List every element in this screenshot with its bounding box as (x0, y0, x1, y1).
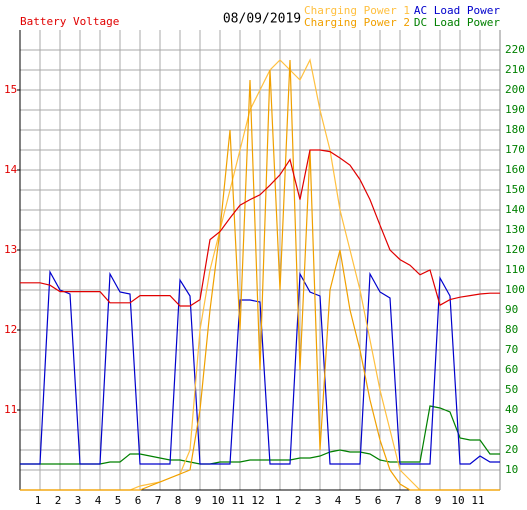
x-tick-label: 6 (135, 494, 142, 507)
y2-tick-label: 100 (505, 283, 525, 296)
y2-tick-label: 50 (505, 383, 518, 396)
x-tick-label: 6 (375, 494, 382, 507)
y2-tick-label: 160 (505, 163, 525, 176)
y2-tick-label: 200 (505, 83, 525, 96)
x-tick-label: 3 (75, 494, 82, 507)
data-line (20, 149, 500, 307)
y2-tick-label: 70 (505, 343, 518, 356)
x-tick-label: 4 (335, 494, 342, 507)
legend-entry: Charging Power 2 (304, 16, 410, 29)
y2-tick-label: 140 (505, 203, 525, 216)
data-line (20, 269, 500, 465)
y-tick-label: 15 (4, 83, 17, 96)
y-tick-label: 12 (4, 323, 17, 336)
y-tick-label: 11 (4, 403, 17, 416)
data-line (20, 59, 500, 491)
x-tick-label: 2 (295, 494, 302, 507)
y2-tick-label: 60 (505, 363, 518, 376)
y2-tick-label: 180 (505, 123, 525, 136)
legend-entry: AC Load Power (414, 4, 500, 17)
x-tick-label: 9 (435, 494, 442, 507)
x-tick-label: 9 (195, 494, 202, 507)
y2-tick-label: 40 (505, 403, 518, 416)
y2-tick-label: 170 (505, 143, 525, 156)
x-tick-label: 7 (395, 494, 402, 507)
x-tick-label: 10 (451, 494, 464, 507)
x-tick-label: 5 (355, 494, 362, 507)
y2-tick-label: 90 (505, 303, 518, 316)
legend-entry: Charging Power 1 (304, 4, 410, 17)
x-tick-label: 8 (175, 494, 182, 507)
y2-tick-label: 150 (505, 183, 525, 196)
chart-title: 08/09/2019 (223, 12, 301, 27)
x-tick-label: 7 (155, 494, 162, 507)
legend-entry: Battery Voltage (20, 15, 119, 28)
x-tick-label: 1 (35, 494, 42, 507)
y2-tick-label: 210 (505, 63, 525, 76)
y2-tick-label: 120 (505, 243, 525, 256)
x-tick-label: 10 (211, 494, 224, 507)
x-tick-label: 11 (231, 494, 244, 507)
x-tick-label: 2 (55, 494, 62, 507)
y2-tick-label: 10 (505, 463, 518, 476)
y2-tick-label: 110 (505, 263, 525, 276)
y2-tick-label: 80 (505, 323, 518, 336)
y2-tick-label: 20 (505, 443, 518, 456)
x-tick-label: 12 (251, 494, 264, 507)
legend-entry: DC Load Power (414, 16, 500, 29)
x-tick-label: 3 (315, 494, 322, 507)
y2-tick-label: 220 (505, 43, 525, 56)
y2-tick-label: 190 (505, 103, 525, 116)
y2-tick-label: 130 (505, 223, 525, 236)
x-tick-label: 1 (275, 494, 282, 507)
x-tick-label: 11 (471, 494, 484, 507)
x-tick-label: 5 (115, 494, 122, 507)
x-tick-label: 8 (415, 494, 422, 507)
y-tick-label: 13 (4, 243, 17, 256)
y2-tick-label: 30 (505, 423, 518, 436)
y-tick-label: 14 (4, 163, 18, 176)
x-tick-label: 4 (95, 494, 102, 507)
